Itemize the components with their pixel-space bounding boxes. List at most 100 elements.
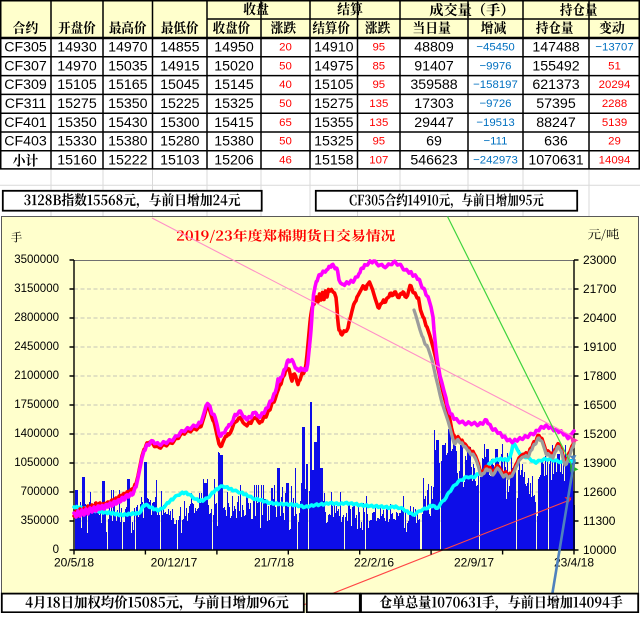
svg-text:14915: 14915 [160,58,200,74]
svg-text:15275: 15275 [57,96,97,112]
svg-text:0: 0 [53,544,59,556]
svg-text:15222: 15222 [108,152,148,168]
svg-text:14930: 14930 [57,40,97,56]
svg-text:10000: 10000 [583,543,617,557]
svg-text:−45450: −45450 [476,42,514,54]
svg-text:14094: 14094 [599,154,631,166]
svg-text:14970: 14970 [108,40,148,56]
svg-text:15020: 15020 [214,58,254,74]
svg-text:15158: 15158 [314,152,354,168]
svg-text:23/4/18: 23/4/18 [554,556,594,570]
svg-text:16500: 16500 [583,398,617,412]
svg-text:85: 85 [372,60,385,72]
svg-text:CF309: CF309 [4,77,47,93]
svg-text:91407: 91407 [414,58,454,74]
svg-text:29447: 29447 [414,115,454,131]
svg-text:20/5/18: 20/5/18 [54,556,94,570]
svg-text:40: 40 [279,79,292,91]
svg-text:155492: 155492 [532,58,579,74]
svg-text:15105: 15105 [57,77,97,93]
svg-text:15430: 15430 [108,115,148,131]
svg-text:3500000: 3500000 [14,254,59,266]
svg-text:1750000: 1750000 [14,399,59,411]
svg-text:29: 29 [608,136,621,148]
svg-text:15280: 15280 [160,134,200,150]
svg-text:15355: 15355 [314,115,354,131]
svg-text:−13707: −13707 [595,42,633,54]
svg-text:1050000: 1050000 [14,457,59,469]
svg-text:350000: 350000 [21,515,59,527]
svg-text:CF307: CF307 [4,58,47,74]
svg-text:CF403: CF403 [4,134,47,150]
svg-text:21700: 21700 [583,282,617,296]
svg-text:50: 50 [279,60,292,72]
svg-text:15350: 15350 [108,96,148,112]
svg-text:135: 135 [369,98,388,110]
svg-text:CF311: CF311 [5,96,47,112]
svg-text:20294: 20294 [599,79,631,91]
svg-text:107: 107 [369,154,388,166]
svg-text:65: 65 [279,117,292,129]
svg-text:46: 46 [279,154,292,166]
svg-text:51: 51 [608,60,621,72]
svg-text:14950: 14950 [214,40,254,56]
svg-text:14855: 14855 [160,40,200,56]
svg-text:15045: 15045 [160,77,200,93]
svg-text:12600: 12600 [583,485,617,499]
svg-text:14975: 14975 [314,58,354,74]
svg-text:95: 95 [372,79,385,91]
svg-text:3150000: 3150000 [14,283,59,295]
svg-text:15415: 15415 [214,115,254,131]
svg-text:15105: 15105 [314,77,354,93]
svg-text:2288: 2288 [602,98,627,110]
svg-text:15325: 15325 [314,134,354,150]
svg-text:22/9/17: 22/9/17 [454,556,494,570]
svg-text:621373: 621373 [532,77,579,93]
svg-text:359588: 359588 [410,77,457,93]
svg-text:−19513: −19513 [476,117,514,129]
svg-text:15206: 15206 [214,152,254,168]
svg-text:14910: 14910 [314,40,354,56]
svg-text:15035: 15035 [108,58,148,74]
svg-text:23000: 23000 [583,253,617,267]
svg-text:5139: 5139 [602,117,627,129]
svg-text:50: 50 [279,98,292,110]
svg-text:15160: 15160 [57,152,97,168]
svg-text:21/7/18: 21/7/18 [254,556,294,570]
svg-text:20/12/17: 20/12/17 [151,556,198,570]
svg-text:15350: 15350 [57,115,97,131]
svg-text:15275: 15275 [314,96,354,112]
svg-text:20400: 20400 [583,311,617,325]
svg-text:48809: 48809 [414,40,454,56]
svg-text:15145: 15145 [214,77,254,93]
svg-text:−9976: −9976 [480,60,512,72]
svg-text:2100000: 2100000 [14,370,59,382]
svg-text:15325: 15325 [214,96,254,112]
svg-text:CF305: CF305 [4,40,47,56]
svg-text:50: 50 [279,136,292,148]
svg-text:−158197: −158197 [473,79,518,91]
svg-text:19100: 19100 [583,340,617,354]
svg-text:546623: 546623 [410,152,457,168]
svg-text:15165: 15165 [108,77,148,93]
svg-text:88247: 88247 [536,115,576,131]
svg-text:69: 69 [426,134,442,150]
svg-text:1400000: 1400000 [14,428,59,440]
svg-text:15225: 15225 [160,96,200,112]
svg-text:−242973: −242973 [473,154,518,166]
svg-text:−9726: −9726 [480,98,512,110]
svg-text:15103: 15103 [160,152,200,168]
svg-text:57395: 57395 [536,96,576,112]
svg-text:15380: 15380 [108,134,148,150]
svg-text:2450000: 2450000 [14,341,59,353]
svg-text:22/2/16: 22/2/16 [354,556,394,570]
svg-text:−111: −111 [484,136,508,148]
svg-text:15330: 15330 [57,134,97,150]
svg-text:17800: 17800 [583,369,617,383]
svg-text:147488: 147488 [532,40,579,56]
svg-text:13900: 13900 [583,456,617,470]
svg-text:636: 636 [544,134,568,150]
svg-text:11300: 11300 [583,514,616,528]
svg-text:95: 95 [372,136,385,148]
svg-text:17303: 17303 [414,96,454,112]
